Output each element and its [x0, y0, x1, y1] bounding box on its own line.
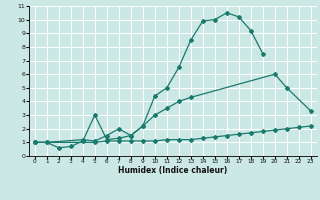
X-axis label: Humidex (Indice chaleur): Humidex (Indice chaleur) — [118, 166, 228, 175]
